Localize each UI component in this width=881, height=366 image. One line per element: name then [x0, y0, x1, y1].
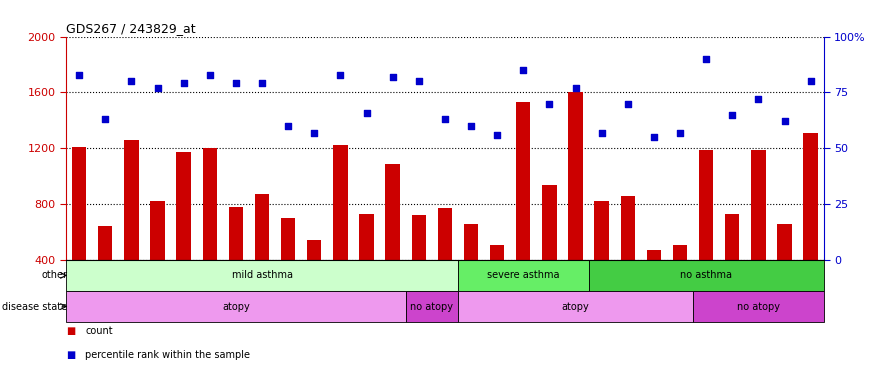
Bar — [66, 291, 406, 322]
Bar — [725, 214, 739, 315]
Bar — [411, 215, 426, 315]
Bar — [176, 152, 191, 315]
Bar — [516, 102, 530, 315]
Point — [568, 85, 582, 91]
Point — [98, 116, 112, 122]
Text: percentile rank within the sample: percentile rank within the sample — [85, 350, 250, 359]
Point — [281, 123, 295, 129]
Point — [438, 116, 452, 122]
Point — [647, 134, 661, 140]
Bar — [803, 133, 818, 315]
Bar — [458, 291, 693, 322]
Point — [386, 74, 400, 80]
Point — [803, 78, 818, 84]
Point — [72, 72, 86, 78]
Bar — [72, 147, 86, 315]
Text: atopy: atopy — [222, 302, 250, 311]
Text: atopy: atopy — [562, 302, 589, 311]
Bar — [463, 224, 478, 315]
Text: ■: ■ — [66, 350, 75, 359]
Point — [307, 130, 322, 135]
Bar — [647, 250, 661, 315]
Text: GDS267 / 243829_at: GDS267 / 243829_at — [66, 22, 196, 36]
Point — [673, 130, 687, 135]
Point — [490, 132, 504, 138]
Point — [151, 85, 165, 91]
Text: no atopy: no atopy — [737, 302, 780, 311]
Bar — [542, 184, 557, 315]
Bar — [673, 244, 687, 315]
Bar — [490, 244, 504, 315]
Bar — [777, 224, 792, 315]
Point — [124, 78, 138, 84]
Point — [751, 96, 766, 102]
Bar — [693, 291, 824, 322]
Text: mild asthma: mild asthma — [232, 270, 292, 280]
Bar — [307, 240, 322, 315]
Point — [621, 101, 635, 107]
Bar — [359, 214, 374, 315]
Point — [778, 119, 792, 124]
Point — [203, 72, 217, 78]
Point — [464, 123, 478, 129]
Text: disease state: disease state — [3, 302, 67, 311]
Bar — [281, 218, 295, 315]
Bar — [229, 207, 243, 315]
Bar — [620, 196, 635, 315]
Bar — [386, 164, 400, 315]
Bar — [568, 92, 582, 315]
Bar — [458, 260, 589, 291]
Bar — [438, 208, 452, 315]
Bar — [589, 260, 824, 291]
Bar — [751, 150, 766, 315]
Point — [595, 130, 609, 135]
Point — [333, 72, 347, 78]
Bar — [98, 226, 113, 315]
Bar — [203, 148, 217, 315]
Bar — [595, 201, 609, 315]
Point — [725, 112, 739, 118]
Point — [255, 81, 269, 86]
Text: severe asthma: severe asthma — [487, 270, 559, 280]
Point — [176, 81, 190, 86]
Bar — [151, 201, 165, 315]
Bar — [406, 291, 458, 322]
Bar — [124, 140, 138, 315]
Point — [411, 78, 426, 84]
Point — [700, 56, 714, 62]
Point — [359, 109, 374, 115]
Text: ■: ■ — [66, 326, 75, 336]
Bar — [66, 260, 458, 291]
Point — [229, 81, 243, 86]
Text: no asthma: no asthma — [680, 270, 732, 280]
Text: no atopy: no atopy — [411, 302, 454, 311]
Bar — [333, 145, 348, 315]
Bar — [255, 194, 270, 315]
Text: other: other — [41, 270, 67, 280]
Point — [516, 67, 530, 73]
Bar — [699, 150, 714, 315]
Text: count: count — [85, 326, 113, 336]
Point — [543, 101, 557, 107]
